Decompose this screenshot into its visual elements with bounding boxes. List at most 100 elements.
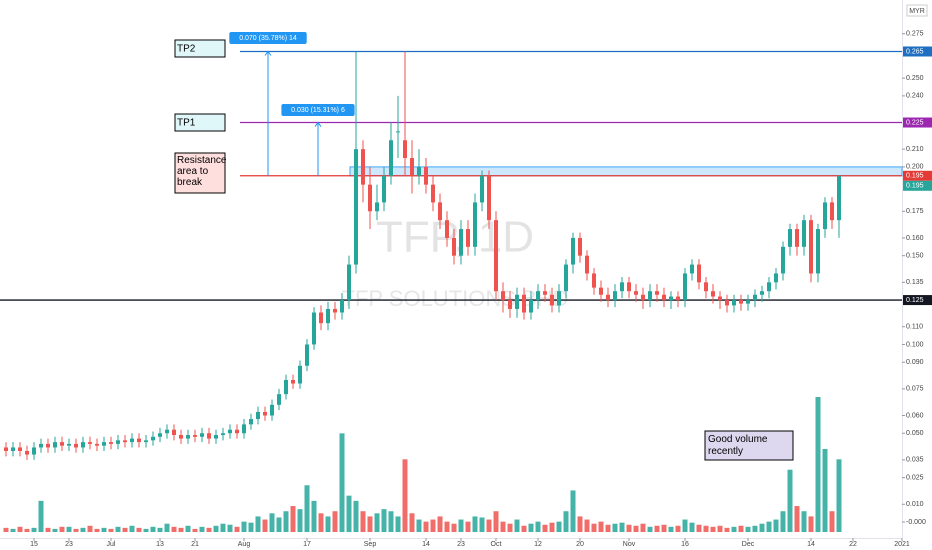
volume-bar [206,527,212,532]
level-label-box [174,39,226,58]
candle-body [760,291,764,295]
y-tick-label: 0.160 [906,235,924,242]
volume-bar [696,524,702,532]
volume-bar [759,523,765,532]
candle-body [648,291,652,301]
candle-body [683,273,687,301]
volume-bar [80,527,86,532]
volume-bar [395,516,401,532]
candle-body [690,264,694,274]
x-tick-label: 2021 [894,541,910,548]
candle-body [564,264,568,292]
candle-body [837,175,841,221]
candle-body [25,450,29,455]
y-tick-label: 0.200 [906,164,924,171]
volume-bar [367,516,373,532]
candle-body [95,443,99,446]
volume-bar [276,517,282,532]
volume-bar [801,511,807,532]
volume-bar [409,513,415,532]
candle-body [354,149,358,265]
volume-bar [45,527,51,532]
candle-body [361,149,365,185]
candle-body [655,291,659,295]
candle-body [536,291,540,301]
volume-bar [745,526,751,532]
volume-bar [675,525,681,532]
volume-bar [661,524,667,532]
volume-bar [626,524,632,532]
candle-body [312,312,316,345]
resistance-zone [349,166,903,177]
volume-bar [535,521,541,532]
volume-bar [220,523,226,532]
volume-bar [591,523,597,532]
candle-body [263,411,267,416]
volume-bar [339,433,345,532]
level-label-box [174,152,226,194]
candle-body [732,300,736,306]
candle-body [473,202,477,247]
volume-bar [423,521,429,532]
volume-bar [185,525,191,532]
candle-body [767,282,771,292]
candle-body [459,229,463,256]
x-tick-label: 17 [303,541,311,548]
volume-bar [647,526,653,532]
level-axis-box [903,170,932,181]
candle-body [18,447,22,451]
level-axis-box [903,117,932,128]
volume-bar [227,524,233,532]
level-label: TP2 [177,44,196,55]
x-tick-label: 13 [156,541,164,548]
candle-body [543,291,547,295]
volume-bar [430,519,436,532]
volume-bar [451,523,457,532]
candle-body [319,312,323,324]
candle-body [172,429,176,436]
candle-body [228,429,232,434]
volume-bar [829,511,835,532]
volume-bar [549,522,555,532]
y-tick-label: 0.110 [906,324,923,331]
volume-bar [255,516,261,532]
x-tick-label: Oct [491,541,502,548]
volume-bar [444,521,450,532]
volume-bar [122,527,128,532]
candle-body [816,229,820,274]
candle-body [4,447,8,451]
x-tick-label: 14 [807,541,815,548]
y-tick-label: 0.060 [906,412,924,419]
volume-bar [787,469,793,532]
candle-body [242,424,246,434]
candle-body [186,435,190,439]
volume-bar [192,528,198,532]
volume-bar [738,525,744,532]
candle-body [466,229,470,247]
candle-body [781,246,785,274]
candle-body [669,296,673,301]
candle-body [340,300,344,313]
volume-bar [283,511,289,532]
candle-body [487,175,491,221]
volume-bar [262,519,268,532]
level-axis-label: 0.125 [906,297,924,304]
last-price-box [903,180,932,191]
volume-bar [304,485,310,532]
volume-bar [780,511,786,532]
watermark-name: TFP SOLUTIONS BHD [342,286,569,311]
x-tick-label: 12 [534,541,542,548]
y-tick-label: 0.025 [906,474,924,481]
candle-body [179,435,183,439]
measure-label: 0.030 (15.31%) 6 [291,107,345,114]
volume-bar [500,521,506,532]
level-axis-label: 0.265 [906,48,924,55]
candle-body [32,447,36,455]
candle-body [795,229,799,247]
candle-body [109,442,113,444]
candle-body [676,296,680,301]
y-tick-label: -0.000 [906,519,926,526]
candle-body [88,442,92,444]
volume-bar [605,524,611,532]
volume-bar [416,519,422,532]
